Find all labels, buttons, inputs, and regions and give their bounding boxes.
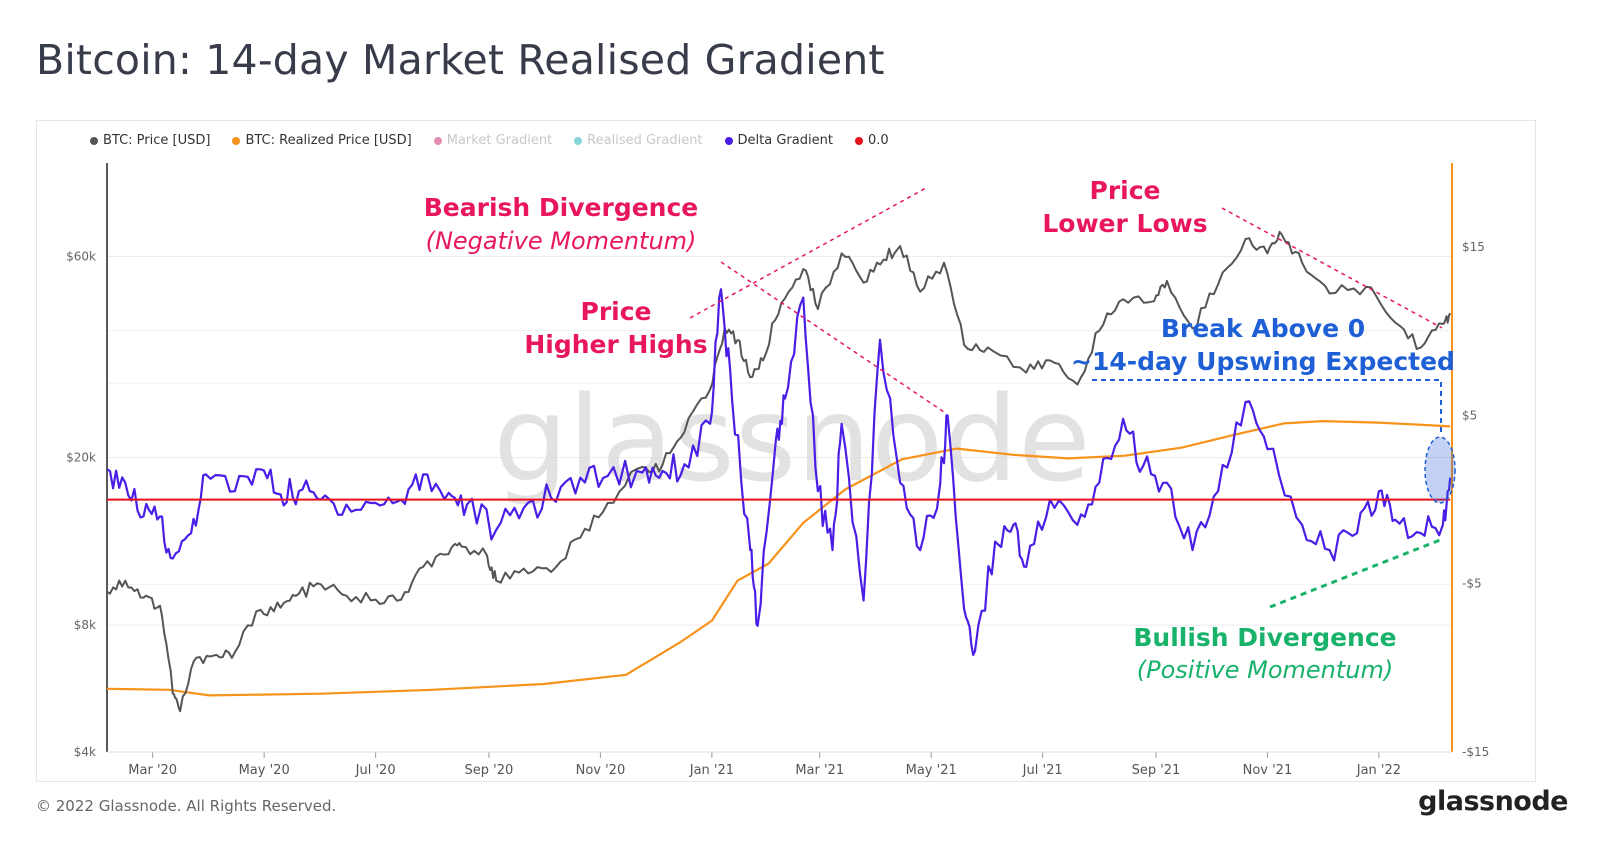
legend-dot-icon [574,136,583,145]
y-right-tick-label: -$15 [1462,745,1489,759]
delta-gradient-line [106,288,1452,656]
y-right-tick-label: -$5 [1462,577,1482,591]
bearish-divergence-title: Bearish Divergence [424,193,699,222]
higher-highs-label-2: Higher Highs [524,330,707,359]
break-above-label-2: ~14-day Upswing Expected [1071,347,1455,376]
legend-dot-icon [232,136,241,145]
btc-price-line [106,230,1452,713]
x-tick-label: Jan '22 [1356,763,1401,778]
y-right-tick-label: $15 [1462,240,1485,254]
higher-highs-label-1: Price [581,297,652,326]
lower-lows-label-1: Price [1090,176,1161,205]
bullish-delta-trendline [1269,538,1441,609]
legend-dot-icon [90,136,98,145]
bearish-price-trendline [689,187,927,319]
y-left-tick-label: $4k [74,745,96,759]
lower-lows-trendline [1221,207,1443,329]
x-tick-label: Mar '21 [795,763,844,778]
legend-label: BTC: Price [USD] [103,133,211,148]
break-above-label-1: Break Above 0 [1161,314,1365,343]
bullish-divergence-title: Bullish Divergence [1133,623,1396,652]
legend-label: BTC: Realized Price [USD] [245,133,412,148]
bearish-divergence-subtitle: (Negative Momentum) [426,227,697,255]
x-tick-label: May '20 [239,763,290,778]
x-tick-label: May '21 [906,763,957,778]
page-title: Bitcoin: 14-day Market Realised Gradient [36,36,885,84]
x-tick-label: Nov '21 [1243,763,1293,778]
x-tick-label: Nov '20 [576,763,626,778]
y-right-tick-label: $5 [1462,408,1477,422]
legend-item-delta-gradient[interactable]: Delta Gradient [724,133,833,148]
footer-logo: glassnode [1418,786,1568,817]
legend-label: Realised Gradient [587,133,703,148]
x-tick-label: Jul '20 [355,763,396,778]
y-left-tick-label: $60k [66,249,96,263]
watermark-text: glassnode [493,370,1090,508]
axes-layer: $4k $8k $20k $60k -$15 -$5 $5 $15 Mar '20 May '20… [66,163,1489,778]
x-tick-label: Jan '21 [689,763,734,778]
chart-legend: BTC: Price [USD] BTC: Realized Price [US… [90,133,889,148]
legend-item-btc-price[interactable]: BTC: Price [USD] [90,133,210,148]
legend-dot-icon [433,136,442,145]
x-tick-label: Jul '21 [1022,763,1063,778]
legend-item-market-gradient[interactable]: Market Gradient [433,133,553,148]
lower-lows-label-2: Lower Lows [1042,209,1207,238]
x-tick-label: Sep '21 [1132,763,1181,778]
break-highlight-ellipse [1424,436,1456,504]
legend-item-zero-line[interactable]: 0.0 [854,133,889,148]
bullish-divergence-subtitle: (Positive Momentum) [1137,656,1393,684]
realized-price-line [106,420,1451,697]
legend-label: Market Gradient [446,133,553,148]
legend-dot-icon [854,136,863,145]
legend-item-realised-gradient[interactable]: Realised Gradient [574,133,703,148]
y-left-tick-label: $8k [74,618,96,632]
chart-panel [36,120,1536,782]
x-tick-label: Sep '20 [465,763,514,778]
legend-label: Delta Gradient [737,133,833,148]
footer-copyright: © 2022 Glassnode. All Rights Reserved. [36,797,337,815]
legend-item-realized-price[interactable]: BTC: Realized Price [USD] [232,133,412,148]
annotation-layer: Bearish Divergence (Negative Momentum) P… [424,176,1456,684]
series-layer [106,230,1452,713]
x-tick-label: Mar '20 [128,763,177,778]
y-left-tick-label: $20k [66,451,96,465]
legend-label: 0.0 [867,133,889,148]
legend-dot-icon [724,136,733,145]
